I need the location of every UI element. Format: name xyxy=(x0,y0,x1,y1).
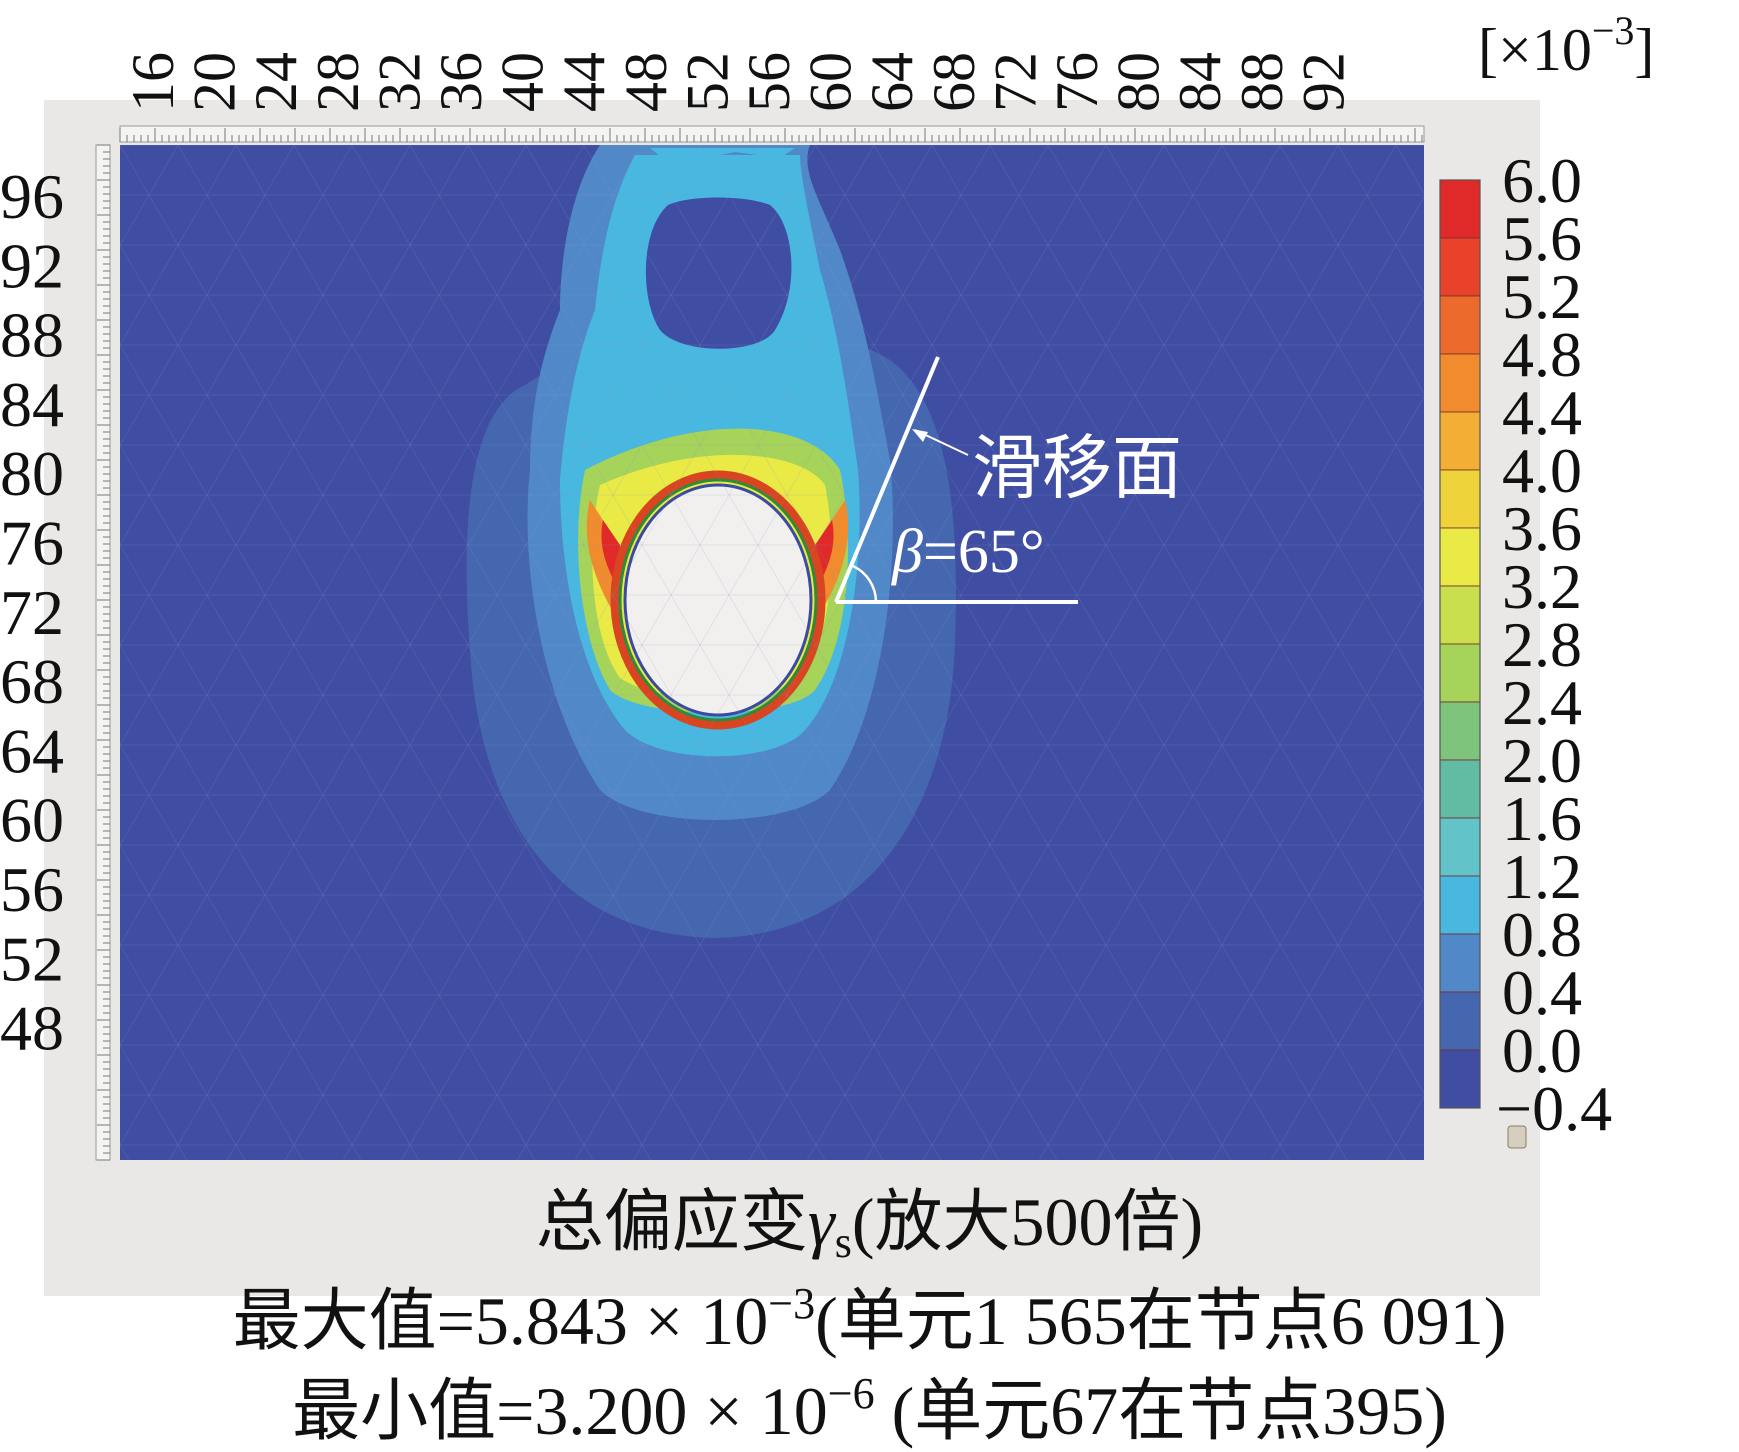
colorbar-segment xyxy=(1439,179,1481,239)
x-tick-label: 40 xyxy=(490,52,556,112)
x-tick-label: 28 xyxy=(305,52,371,112)
x-tick-label: 44 xyxy=(551,52,617,112)
colorbar-tick-label: 3.2 xyxy=(1502,551,1582,622)
x-tick-label: 52 xyxy=(674,52,740,112)
colorbar xyxy=(1439,179,1527,1149)
y-tick-label: 60 xyxy=(0,785,64,856)
left-ruler-bar xyxy=(95,144,111,1161)
colorbar-tick-label: −0.4 xyxy=(1496,1073,1612,1144)
colorbar-segment xyxy=(1439,701,1481,761)
x-tick-label: 36 xyxy=(428,52,494,112)
x-tick-label: 56 xyxy=(736,52,802,112)
leader-arrow-icon xyxy=(912,429,928,442)
y-tick-label: 64 xyxy=(0,715,64,786)
colorbar-labels: 6.05.65.24.84.44.03.63.22.82.42.01.61.20… xyxy=(1496,145,1612,1144)
x-tick-label: 76 xyxy=(1044,52,1110,112)
x-tick-label: 88 xyxy=(1229,52,1295,112)
caption-line-2: 最大值=5.843 × 10−3(单元1 565在节点6 091) xyxy=(232,1279,1507,1359)
colorbar-segment xyxy=(1439,759,1481,819)
colorbar-tick-label: 4.4 xyxy=(1502,377,1582,448)
x-tick-label: 80 xyxy=(1106,52,1172,112)
y-tick-label: 48 xyxy=(0,993,64,1064)
x-tick-label: 48 xyxy=(613,52,679,112)
tunnel-lining-ring xyxy=(610,470,826,730)
y-tick-label: 84 xyxy=(0,369,64,440)
y-tick-label: 96 xyxy=(0,161,64,232)
colorbar-segment xyxy=(1439,411,1481,471)
colorbar-tick-label: 6.0 xyxy=(1502,145,1582,216)
colorbar-segment xyxy=(1439,817,1481,877)
lock-icon xyxy=(1507,1125,1527,1149)
x-tick-label: 84 xyxy=(1167,52,1233,112)
upper-low-strain-zone xyxy=(645,197,792,349)
colorbar-tick-label: 4.8 xyxy=(1502,319,1582,390)
colorbar-segment xyxy=(1439,933,1481,993)
top-ruler xyxy=(119,125,1425,143)
colorbar-tick-label: 2.8 xyxy=(1502,609,1582,680)
beta-label: β=65° xyxy=(891,518,1045,586)
x-tick-label: 16 xyxy=(120,52,186,112)
top-strain-band xyxy=(650,148,795,160)
scale-unit-label: [×10−3] xyxy=(1478,8,1654,83)
colorbar-tick-label: 2.0 xyxy=(1502,725,1582,796)
angle-arc xyxy=(852,564,878,603)
x-tick-label: 64 xyxy=(859,52,925,112)
colorbar-segment xyxy=(1439,469,1481,529)
colorbar-segment xyxy=(1439,353,1481,413)
colorbar-segment xyxy=(1439,991,1481,1051)
y-tick-label: 56 xyxy=(0,854,64,925)
y-tick-label: 52 xyxy=(0,923,64,994)
lining-inner-ring xyxy=(618,478,818,722)
y-tick-label: 76 xyxy=(0,508,64,579)
y-tick-label: 72 xyxy=(0,577,64,648)
colorbar-segment xyxy=(1439,527,1481,587)
colorbar-tick-label: 2.4 xyxy=(1502,667,1582,738)
x-tick-label: 20 xyxy=(182,52,248,112)
x-tick-label: 72 xyxy=(982,52,1048,112)
tunnel-opening xyxy=(623,483,813,717)
colorbar-tick-label: 0.8 xyxy=(1502,899,1582,970)
colorbar-segment xyxy=(1439,643,1481,703)
colorbar-frame xyxy=(1439,179,1481,1109)
mesh-overlay xyxy=(120,145,1424,1160)
colorbar-segment xyxy=(1439,1049,1481,1109)
colorbar-segment xyxy=(1439,237,1481,297)
colorbar-segment xyxy=(1439,875,1481,935)
y-tick-label: 68 xyxy=(0,646,64,717)
y-tick-label: 88 xyxy=(0,300,64,371)
y-tick-label: 80 xyxy=(0,438,64,509)
colorbar-segment xyxy=(1439,585,1481,645)
colorbar-tick-label: 5.2 xyxy=(1502,261,1582,332)
slip-line xyxy=(834,356,940,603)
slip-surface-annotation: 滑移面 β=65° xyxy=(834,356,1182,604)
colorbar-tick-label: 1.2 xyxy=(1502,841,1582,912)
slip-surface-label: 滑移面 xyxy=(972,427,1182,509)
x-tick-label: 32 xyxy=(366,52,432,112)
colorbar-tick-label: 1.6 xyxy=(1502,783,1582,854)
strain-contour-plot: 1620242832364044485256606468727680848892… xyxy=(0,8,1654,1161)
colorbar-tick-label: 0.0 xyxy=(1502,1015,1582,1086)
caption-line-1: 总偏应变γs(放大500倍) xyxy=(535,1184,1204,1267)
y-tick-label: 92 xyxy=(0,230,64,301)
caption-line-3: 最小值=3.200 × 10−6 (单元67在节点395) xyxy=(292,1369,1447,1449)
colorbar-segment xyxy=(1439,295,1481,355)
colorbar-tick-label: 4.0 xyxy=(1502,435,1582,506)
x-tick-label: 24 xyxy=(243,52,309,112)
colorbar-tick-label: 0.4 xyxy=(1502,957,1582,1028)
x-tick-label: 60 xyxy=(798,52,864,112)
x-tick-label: 92 xyxy=(1290,52,1356,112)
x-tick-label: 68 xyxy=(921,52,987,112)
colorbar-tick-label: 5.6 xyxy=(1502,203,1582,274)
colorbar-tick-label: 3.6 xyxy=(1502,493,1582,564)
left-ruler xyxy=(95,144,111,1161)
plot-area xyxy=(120,145,1424,1160)
